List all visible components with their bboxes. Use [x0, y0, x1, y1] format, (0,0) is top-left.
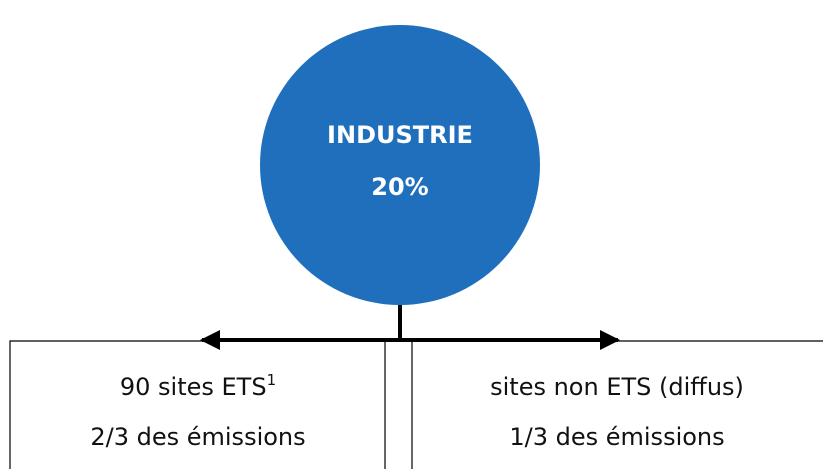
left-box [9, 340, 386, 469]
right-detail: 1/3 des émissions [509, 423, 724, 451]
left-title: 90 sites ETS [120, 373, 267, 401]
left-label: 90 sites ETS1 [120, 371, 276, 401]
circle-value: 20% [371, 173, 428, 201]
footnote-mark: 1 [267, 371, 277, 389]
left-detail: 2/3 des émissions [90, 423, 305, 451]
circle-label: INDUSTRIE [327, 121, 473, 149]
industry-circle [260, 25, 540, 305]
right-label: sites non ETS (diffus) [490, 373, 744, 401]
right-box [411, 340, 823, 469]
